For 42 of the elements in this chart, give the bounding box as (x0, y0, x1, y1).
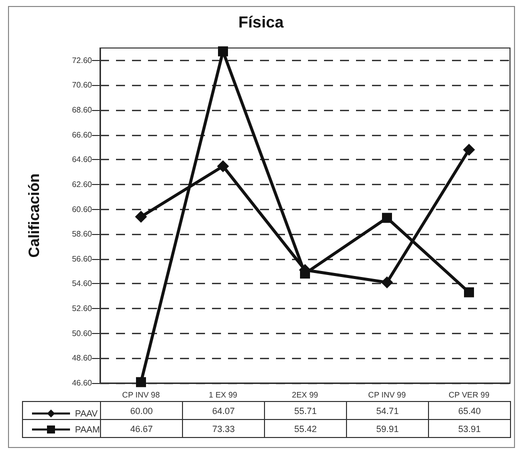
data-label: 55.71 (264, 402, 346, 420)
y-tick-label: 72.60 (72, 56, 93, 65)
data-label: 54.71 (346, 402, 428, 420)
data-label: 65.40 (428, 402, 510, 420)
data-label: 55.42 (264, 420, 346, 438)
y-tick-label: 54.60 (72, 279, 93, 288)
chart-title: Física (238, 14, 284, 32)
point (300, 268, 310, 279)
legend-label: PAAM (75, 424, 100, 434)
y-tick-label: 50.60 (72, 328, 93, 338)
y-tick-label: 58.60 (72, 230, 93, 239)
x-tick-label: 2EX 99 (292, 390, 319, 400)
y-tick-label: 48.60 (72, 354, 93, 363)
y-tick-label: 64.60 (72, 155, 93, 164)
y-tick-label: 52.60 (72, 304, 93, 314)
y-tick-label: 68.60 (72, 106, 93, 115)
y-tick-label: 70.60 (72, 80, 93, 90)
point (464, 287, 474, 298)
x-tick-label: CP VER 99 (448, 390, 490, 400)
point (217, 160, 229, 172)
point (382, 212, 392, 223)
y-tick-label: 46.60 (72, 378, 93, 388)
data-label: 64.07 (182, 402, 264, 420)
point (463, 144, 475, 156)
point (136, 377, 146, 388)
data-label: 46.67 (100, 420, 182, 438)
point (135, 210, 147, 223)
y-tick-label: 66.60 (72, 130, 93, 140)
x-tick-label: CP INV 99 (368, 390, 406, 400)
point (218, 46, 228, 56)
point (381, 276, 393, 288)
legend-label: PAAV (75, 408, 98, 418)
data-label: 60.00 (100, 402, 182, 420)
data-label: 53.91 (428, 420, 510, 438)
data-label: 73.33 (182, 420, 264, 438)
data-label: 59.91 (346, 420, 428, 438)
x-tick-label: 1 EX 99 (208, 390, 238, 400)
y-tick-label: 62.60 (72, 180, 93, 189)
y-tick-label: 56.60 (72, 254, 93, 264)
y-tick-label: 60.60 (72, 204, 93, 214)
x-tick-label: CP INV 98 (122, 390, 160, 400)
y-axis-title: Calificación (26, 173, 43, 258)
